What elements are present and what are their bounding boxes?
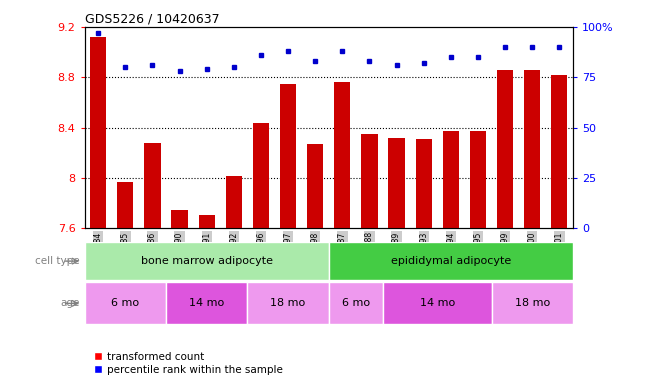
Bar xyxy=(551,75,568,228)
Bar xyxy=(443,131,459,228)
Bar xyxy=(389,138,405,228)
Bar xyxy=(470,131,486,228)
Bar xyxy=(329,242,573,280)
Text: 18 mo: 18 mo xyxy=(270,298,306,308)
Text: bone marrow adipocyte: bone marrow adipocyte xyxy=(141,256,273,266)
Bar xyxy=(361,134,378,228)
Bar xyxy=(280,84,296,228)
Bar xyxy=(117,182,133,228)
Bar xyxy=(145,143,161,228)
Bar xyxy=(85,242,329,280)
Bar xyxy=(253,122,269,228)
Text: 14 mo: 14 mo xyxy=(189,298,225,308)
Text: 6 mo: 6 mo xyxy=(111,298,139,308)
Text: 14 mo: 14 mo xyxy=(420,298,455,308)
Bar xyxy=(383,282,492,324)
Bar xyxy=(415,139,432,228)
Bar xyxy=(307,144,324,228)
Bar xyxy=(247,282,329,324)
Bar xyxy=(90,37,106,228)
Text: epididymal adipocyte: epididymal adipocyte xyxy=(391,256,511,266)
Bar xyxy=(334,82,350,228)
Bar xyxy=(226,175,242,228)
Bar xyxy=(329,282,383,324)
Text: cell type: cell type xyxy=(35,256,79,266)
Bar xyxy=(497,70,513,228)
Text: 18 mo: 18 mo xyxy=(514,298,550,308)
Bar xyxy=(524,70,540,228)
Bar xyxy=(166,282,247,324)
Bar xyxy=(199,215,215,228)
Legend: transformed count, percentile rank within the sample: transformed count, percentile rank withi… xyxy=(90,348,286,379)
Text: age: age xyxy=(61,298,79,308)
Text: GDS5226 / 10420637: GDS5226 / 10420637 xyxy=(85,13,219,26)
Bar xyxy=(85,282,166,324)
Bar xyxy=(171,210,187,228)
Text: 6 mo: 6 mo xyxy=(342,298,370,308)
Bar xyxy=(492,282,573,324)
